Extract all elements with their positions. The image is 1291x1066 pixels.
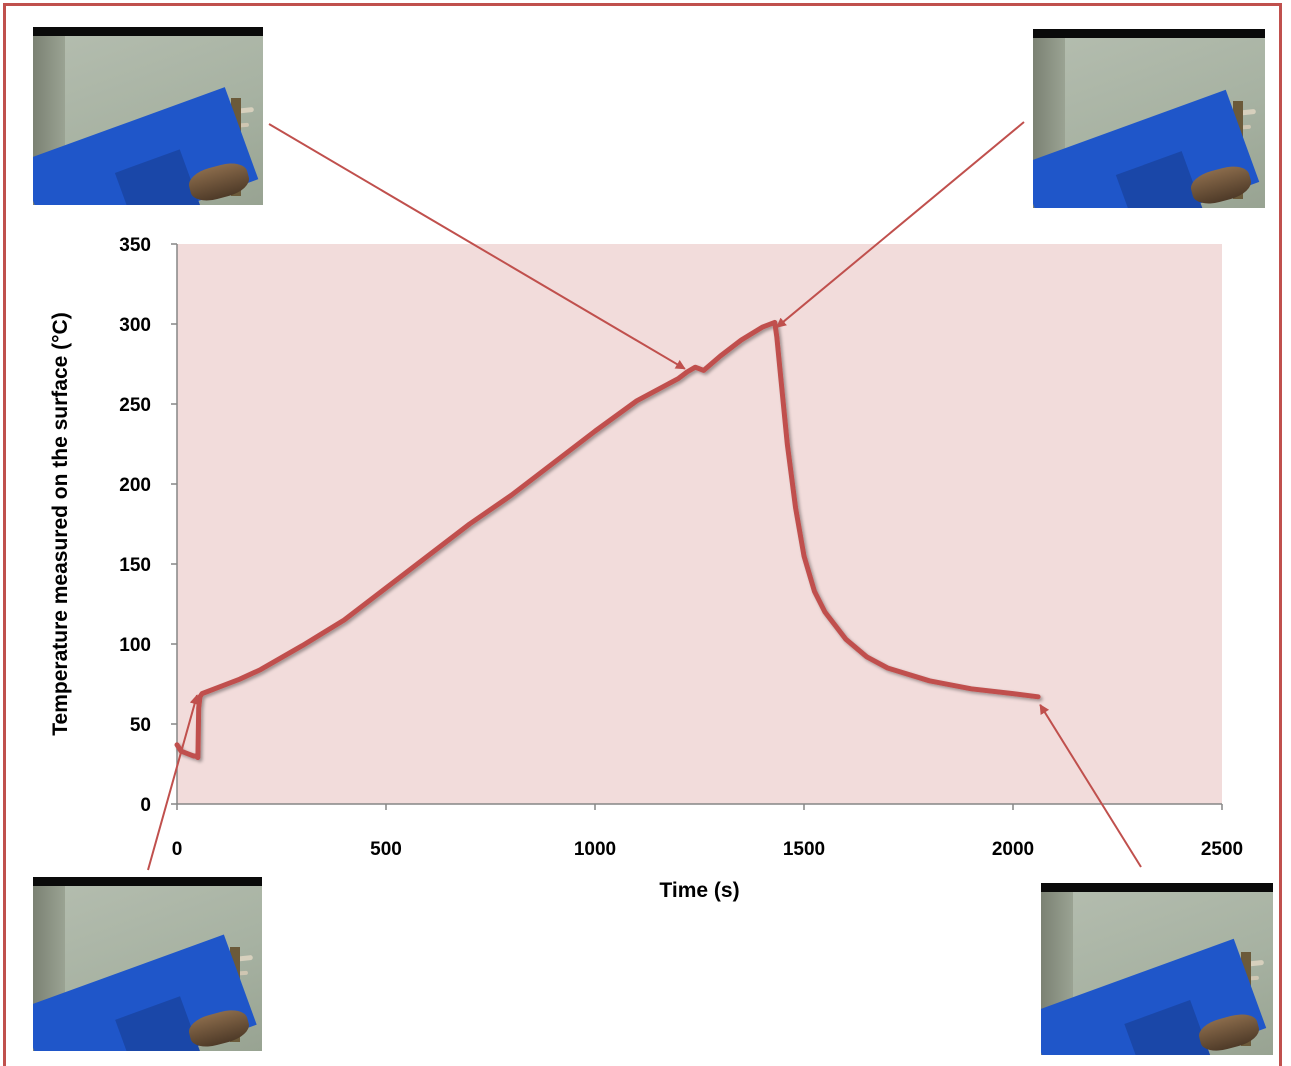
figure-frame	[3, 3, 1282, 1066]
x-tick-label: 0	[172, 839, 183, 860]
y-tick-label: 250	[119, 395, 151, 416]
annotation-arrow	[1039, 703, 1142, 868]
photo-thumbnail-bottom-left	[33, 877, 262, 1051]
x-axis-title: Time (s)	[659, 879, 739, 902]
photo-thumbnail-top-left	[33, 27, 263, 205]
y-tick-label: 100	[119, 635, 151, 656]
annotation-arrow	[147, 694, 200, 871]
y-tick-label: 150	[119, 555, 151, 576]
y-tick-label: 0	[140, 795, 151, 816]
y-tick-label: 350	[119, 235, 151, 256]
x-tick-label: 500	[370, 839, 402, 860]
y-tick-label: 50	[130, 715, 151, 736]
x-tick-label: 1000	[574, 839, 616, 860]
y-tick-label: 300	[119, 315, 151, 336]
y-axis-title: Temperature measured on the surface (°C)	[49, 312, 72, 735]
y-tick-label: 200	[119, 475, 151, 496]
plot-area	[177, 244, 1222, 804]
annotation-arrow	[776, 121, 1025, 328]
x-tick-label: 2000	[992, 839, 1034, 860]
photo-thumbnail-bottom-right	[1041, 883, 1273, 1055]
annotation-arrow	[268, 123, 686, 370]
x-tick-label: 1500	[783, 839, 825, 860]
photo-thumbnail-top-right	[1033, 29, 1265, 208]
x-tick-label: 2500	[1201, 839, 1243, 860]
